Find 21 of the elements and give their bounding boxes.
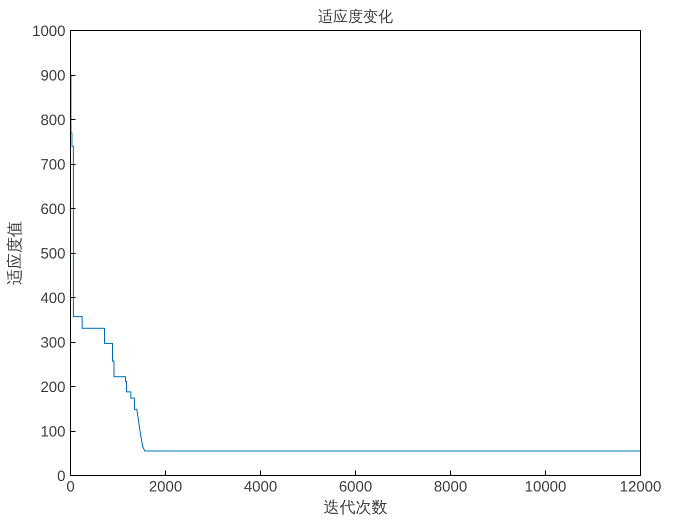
y-tick-label: 1000 (32, 23, 66, 40)
y-tick-label: 700 (40, 156, 66, 174)
x-tick-label: 12000 (620, 478, 662, 496)
y-tick-label: 400 (40, 290, 66, 307)
y-tick-label: 800 (40, 112, 66, 129)
x-tick-label: 10000 (524, 478, 566, 496)
y-tick-label: 0 (57, 468, 66, 485)
y-axis-title: 适应度值 (6, 221, 24, 285)
y-tick-label: 600 (40, 201, 66, 218)
x-axis-title: 迭代次数 (324, 498, 388, 516)
x-tick-label: 6000 (338, 478, 372, 496)
y-tick-label: 100 (40, 424, 66, 440)
x-tick-label: 4000 (244, 478, 278, 496)
y-tick-label: 300 (40, 334, 66, 352)
y-tick-label: 200 (40, 379, 66, 396)
y-tick-label: 900 (40, 68, 66, 84)
chart-title: 适应度变化 (318, 8, 393, 26)
x-tick-label: 2000 (148, 478, 182, 496)
y-tick-label: 500 (40, 246, 66, 262)
x-tick-label: 8000 (434, 478, 468, 496)
line-series (70, 74, 640, 452)
